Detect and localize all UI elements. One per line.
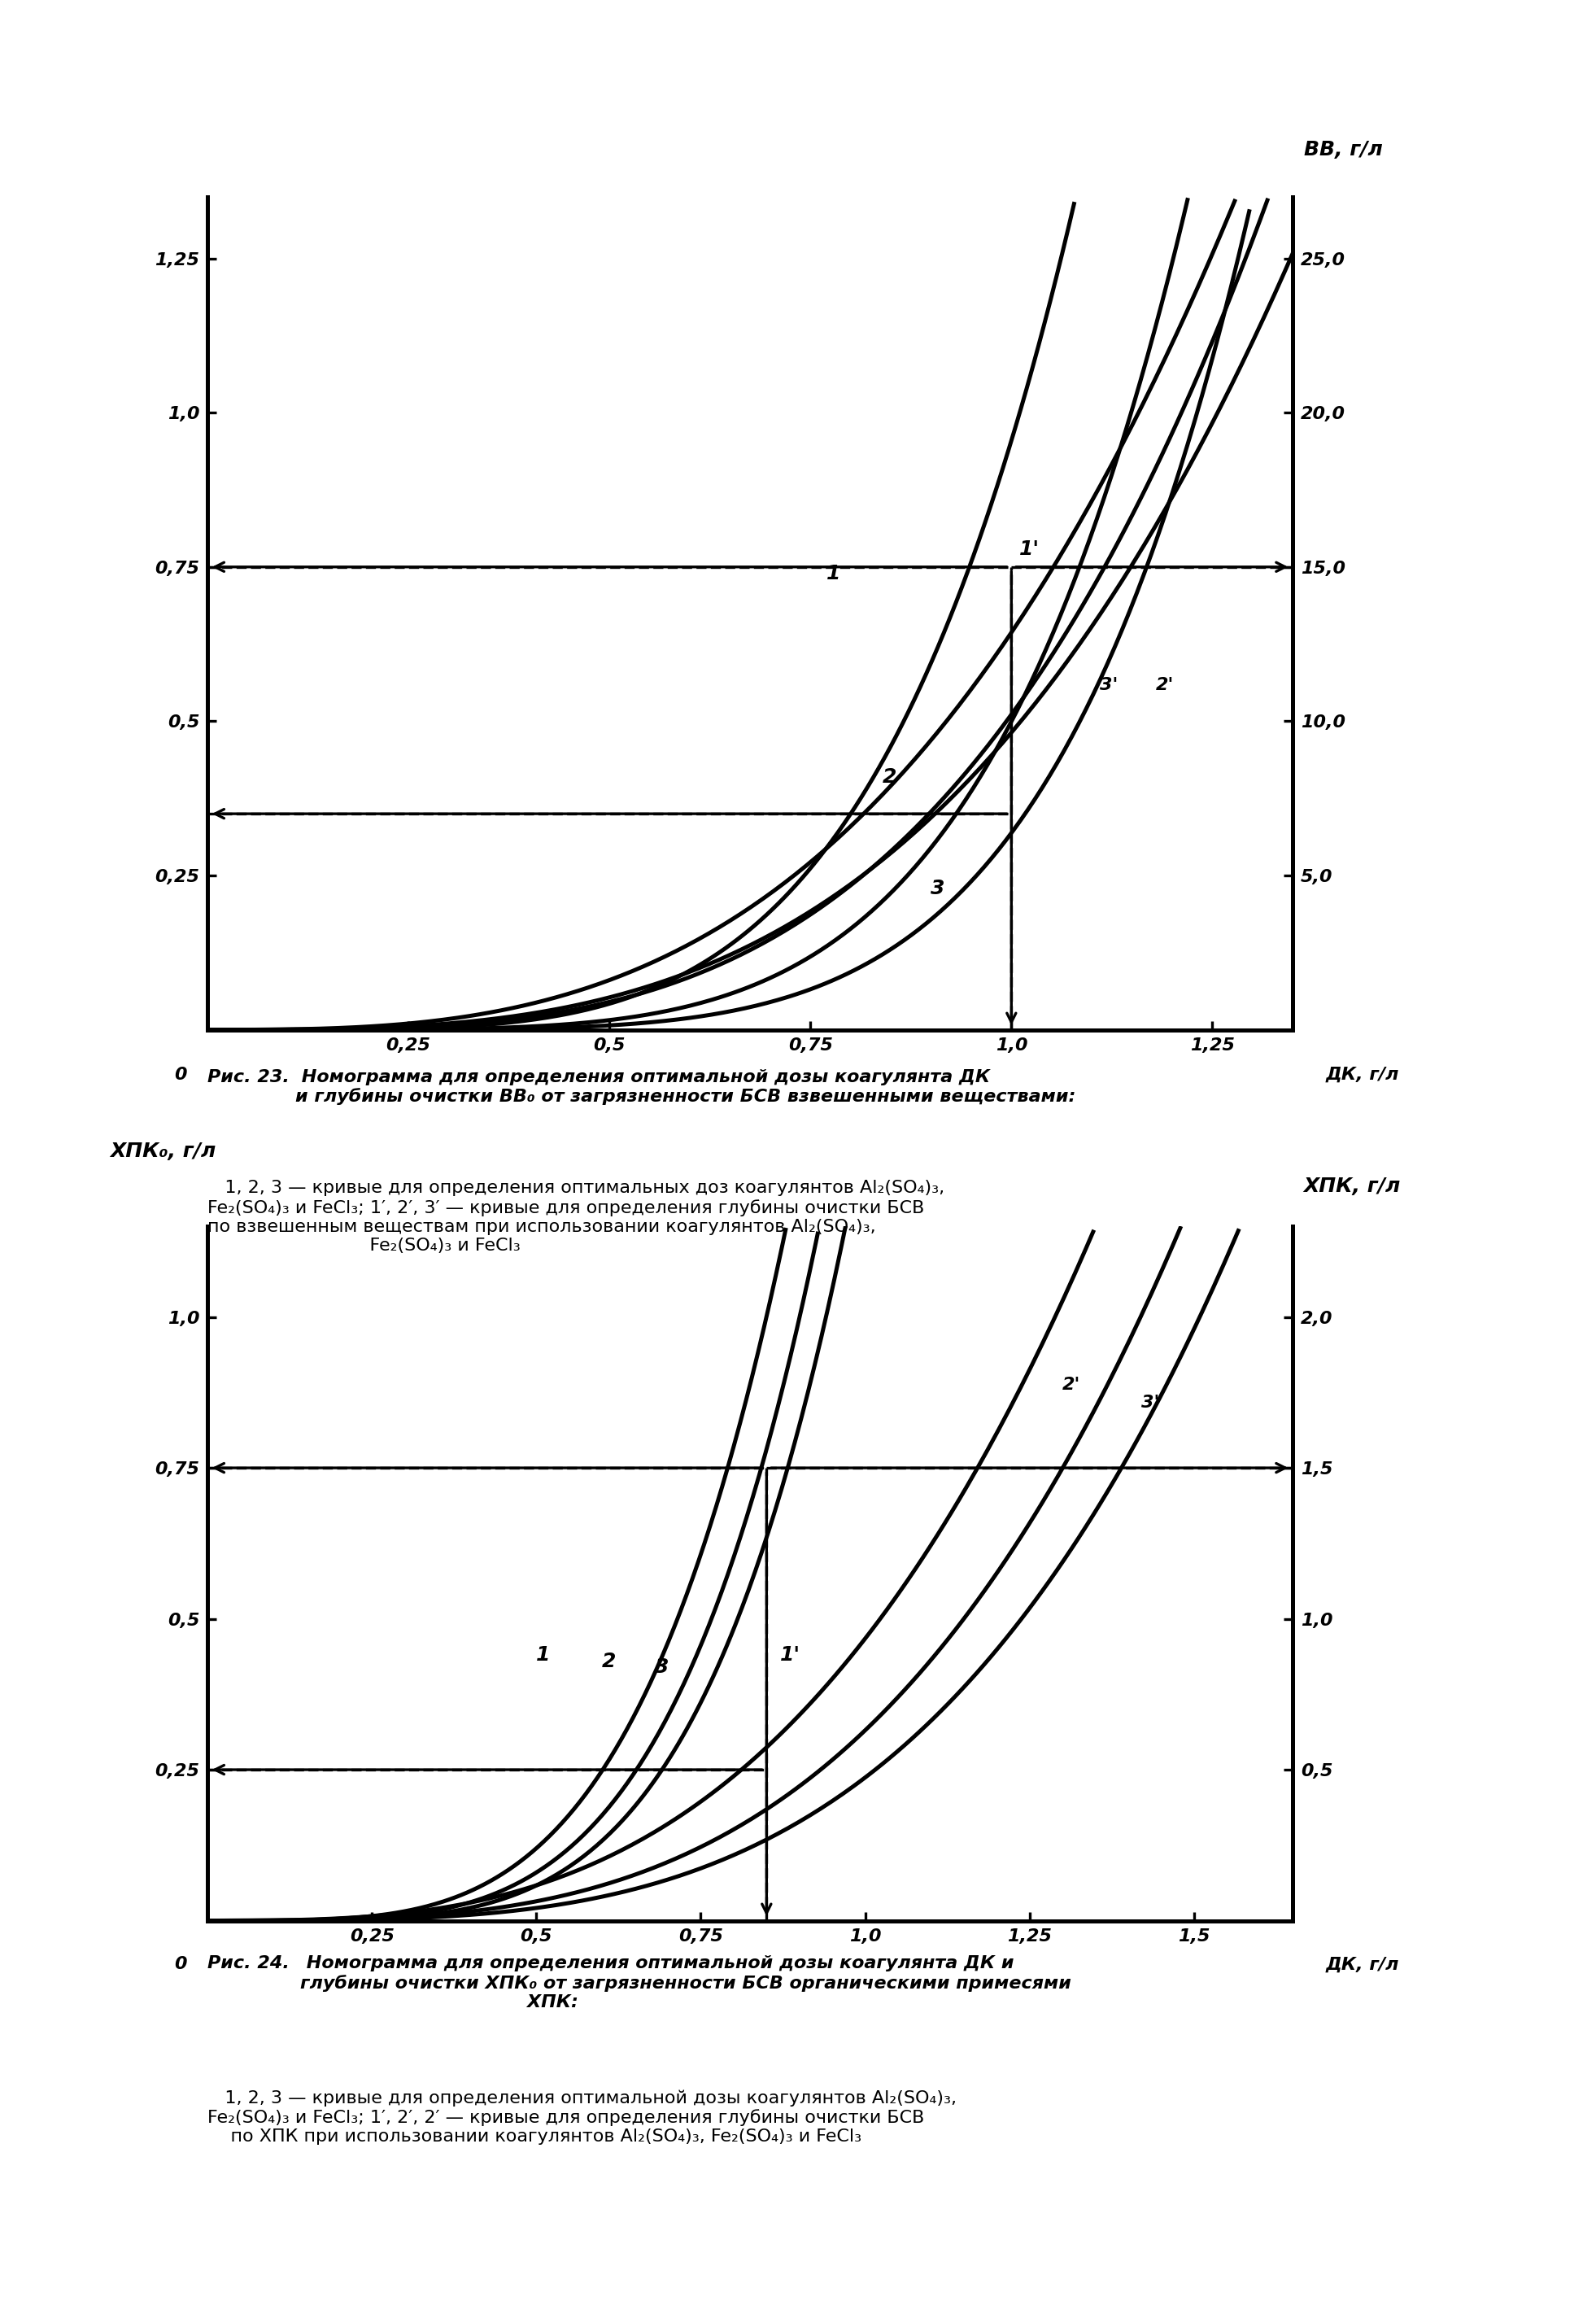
Text: 3': 3' (1100, 678, 1119, 694)
Text: Номограмма для определения оптимальной дозы коагулянта ДК и
глубины очистки ХПК₀: Номограмма для определения оптимальной д… (300, 1955, 1071, 2011)
Text: ХПК₀, г/л: ХПК₀, г/л (110, 1141, 215, 1162)
Text: 2': 2' (1156, 678, 1175, 694)
Text: Номограмма для определения оптимальной дозы коагулянта ДК
и глубины очистки ВВ₀ : Номограмма для определения оптимальной д… (295, 1069, 1076, 1106)
Text: 3': 3' (1141, 1395, 1160, 1412)
Text: 2: 2 (883, 768, 897, 787)
Text: 1: 1 (827, 565, 841, 583)
Text: ДК, г/л: ДК, г/л (1325, 1067, 1398, 1083)
Text: 1': 1' (1020, 539, 1039, 558)
Text: 1, 2, 3 — кривые для определения оптимальной дозы коагулянтов Al₂(SO₄)₃,
Fe₂(SO₄: 1, 2, 3 — кривые для определения оптимал… (207, 2090, 956, 2145)
Text: 2': 2' (1063, 1377, 1080, 1393)
Text: ВВ, г/л: ВВ, г/л (1304, 139, 1382, 160)
Text: Рис. 24.: Рис. 24. (207, 1955, 289, 1972)
Text: 1': 1' (780, 1645, 800, 1666)
Text: 1: 1 (536, 1645, 551, 1666)
Text: 3: 3 (930, 879, 945, 898)
Text: 0: 0 (174, 1955, 187, 1972)
Text: 2: 2 (602, 1652, 616, 1671)
Text: Рис. 23.: Рис. 23. (207, 1069, 289, 1085)
Text: ХПК, г/л: ХПК, г/л (1304, 1176, 1401, 1196)
Text: ДК, г/л: ДК, г/л (1325, 1955, 1398, 1972)
Text: 3: 3 (654, 1657, 669, 1678)
Text: 1, 2, 3 — кривые для определения оптимальных доз коагулянтов Al₂(SO₄)₃,
Fe₂(SO₄): 1, 2, 3 — кривые для определения оптимал… (207, 1180, 945, 1254)
Text: 0: 0 (174, 1067, 187, 1083)
